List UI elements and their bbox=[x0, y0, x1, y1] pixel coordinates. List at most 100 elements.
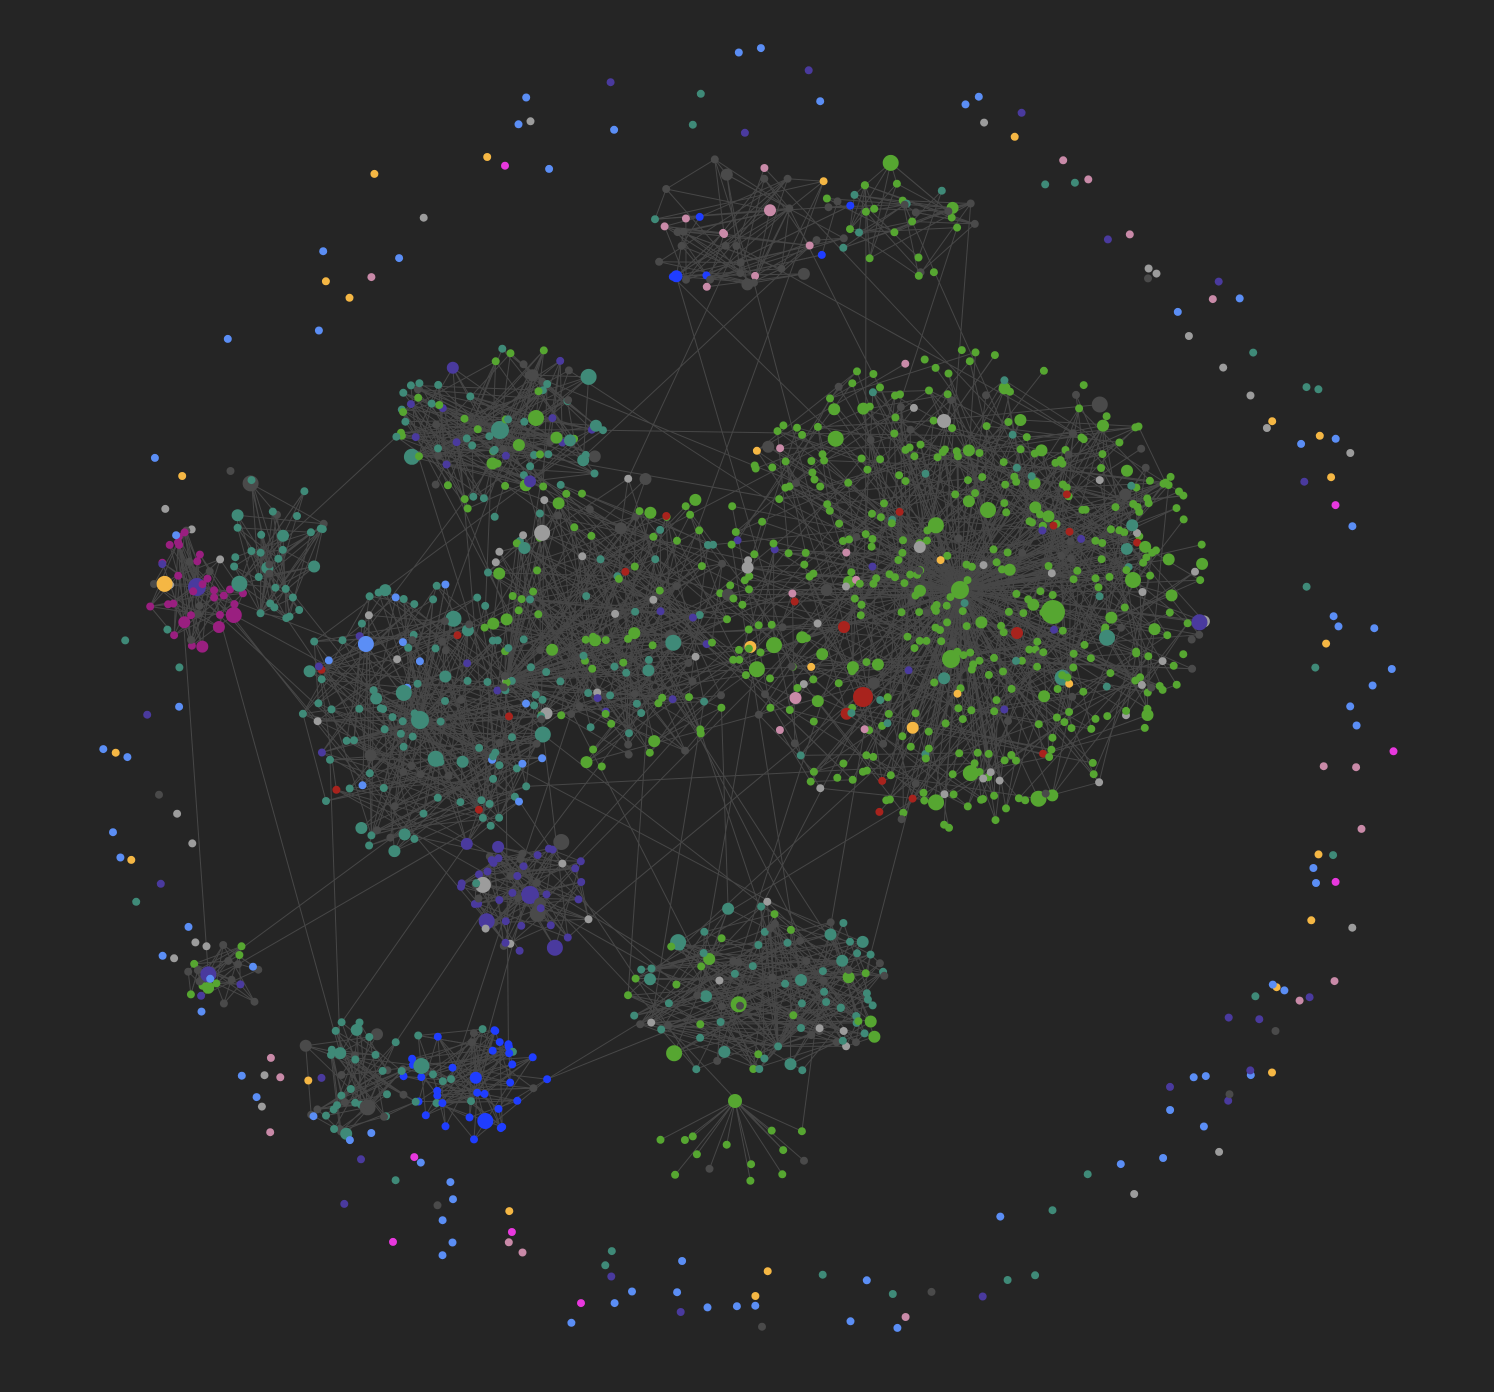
graph-node[interactable] bbox=[474, 805, 483, 814]
graph-node[interactable] bbox=[219, 591, 228, 600]
graph-node[interactable] bbox=[440, 617, 449, 626]
graph-node[interactable] bbox=[953, 223, 962, 232]
graph-node[interactable] bbox=[465, 1113, 474, 1122]
graph-node[interactable] bbox=[295, 606, 304, 614]
graph-node[interactable] bbox=[744, 644, 753, 653]
graph-node[interactable] bbox=[499, 683, 508, 692]
graph-node[interactable] bbox=[944, 207, 953, 216]
graph-node[interactable] bbox=[1295, 996, 1304, 1005]
graph-node[interactable] bbox=[728, 502, 737, 511]
graph-node[interactable] bbox=[175, 663, 184, 672]
graph-node[interactable] bbox=[469, 1029, 478, 1038]
graph-node[interactable] bbox=[1208, 295, 1217, 304]
graph-node[interactable] bbox=[495, 813, 504, 822]
graph-node[interactable] bbox=[611, 609, 620, 618]
graph-node[interactable] bbox=[403, 448, 420, 465]
graph-node[interactable] bbox=[689, 493, 702, 506]
graph-node[interactable] bbox=[790, 597, 799, 606]
graph-node[interactable] bbox=[1115, 526, 1124, 535]
graph-node[interactable] bbox=[309, 1112, 318, 1121]
graph-node[interactable] bbox=[915, 636, 924, 645]
graph-node[interactable] bbox=[1116, 1160, 1125, 1169]
graph-node[interactable] bbox=[340, 1098, 349, 1107]
graph-node[interactable] bbox=[501, 938, 510, 947]
graph-node[interactable] bbox=[728, 1094, 742, 1108]
graph-node[interactable] bbox=[746, 1176, 755, 1185]
graph-node[interactable] bbox=[442, 460, 451, 469]
graph-node[interactable] bbox=[421, 1111, 430, 1120]
graph-node[interactable] bbox=[991, 816, 1000, 825]
graph-node[interactable] bbox=[363, 1101, 372, 1110]
graph-node[interactable] bbox=[876, 513, 885, 522]
graph-node[interactable] bbox=[1346, 702, 1355, 711]
graph-node[interactable] bbox=[1159, 1154, 1168, 1162]
graph-node[interactable] bbox=[1309, 864, 1318, 872]
graph-node[interactable] bbox=[504, 644, 513, 653]
graph-node[interactable] bbox=[861, 969, 870, 978]
graph-node[interactable] bbox=[945, 823, 953, 832]
graph-node[interactable] bbox=[505, 712, 513, 721]
graph-node[interactable] bbox=[798, 1066, 807, 1075]
graph-node[interactable] bbox=[686, 510, 695, 519]
graph-node[interactable] bbox=[911, 208, 920, 217]
graph-node[interactable] bbox=[754, 941, 763, 949]
graph-node[interactable] bbox=[876, 455, 885, 464]
graph-node[interactable] bbox=[1139, 540, 1152, 553]
graph-node[interactable] bbox=[256, 548, 265, 557]
graph-node[interactable] bbox=[483, 867, 492, 876]
graph-node[interactable] bbox=[1069, 649, 1078, 658]
graph-node[interactable] bbox=[193, 610, 202, 618]
graph-node[interactable] bbox=[908, 794, 917, 803]
graph-node[interactable] bbox=[519, 862, 528, 871]
graph-node[interactable] bbox=[822, 194, 831, 203]
graph-node[interactable] bbox=[954, 704, 963, 713]
graph-node[interactable] bbox=[834, 382, 843, 391]
graph-node[interactable] bbox=[820, 584, 833, 597]
graph-node[interactable] bbox=[304, 1076, 313, 1085]
graph-node[interactable] bbox=[792, 479, 801, 488]
graph-node[interactable] bbox=[1169, 661, 1178, 670]
graph-node[interactable] bbox=[178, 472, 187, 480]
graph-node[interactable] bbox=[1000, 499, 1009, 508]
graph-node[interactable] bbox=[1067, 724, 1076, 733]
graph-node[interactable] bbox=[882, 796, 891, 805]
graph-node[interactable] bbox=[1184, 332, 1193, 340]
graph-node[interactable] bbox=[695, 526, 704, 535]
graph-node[interactable] bbox=[824, 928, 837, 941]
graph-node[interactable] bbox=[1003, 1276, 1012, 1284]
graph-node[interactable] bbox=[826, 918, 835, 927]
graph-node[interactable] bbox=[508, 592, 517, 600]
graph-node[interactable] bbox=[741, 561, 754, 574]
graph-node[interactable] bbox=[673, 1288, 682, 1297]
graph-node[interactable] bbox=[947, 213, 956, 222]
graph-node[interactable] bbox=[693, 991, 702, 1000]
graph-node[interactable] bbox=[896, 390, 904, 399]
graph-node[interactable] bbox=[397, 1067, 406, 1075]
graph-node[interactable] bbox=[673, 536, 681, 545]
graph-node[interactable] bbox=[866, 435, 875, 444]
graph-node[interactable] bbox=[155, 790, 163, 799]
graph-node[interactable] bbox=[944, 369, 953, 378]
graph-node[interactable] bbox=[1137, 680, 1146, 689]
graph-node[interactable] bbox=[564, 396, 573, 405]
graph-node[interactable] bbox=[1117, 623, 1125, 632]
graph-node[interactable] bbox=[597, 762, 606, 771]
graph-node[interactable] bbox=[839, 919, 848, 927]
graph-node[interactable] bbox=[642, 664, 655, 677]
graph-node[interactable] bbox=[606, 78, 615, 87]
graph-node[interactable] bbox=[804, 66, 813, 75]
graph-node[interactable] bbox=[630, 562, 639, 571]
graph-node[interactable] bbox=[827, 430, 844, 447]
graph-node[interactable] bbox=[747, 1160, 756, 1169]
graph-node[interactable] bbox=[800, 560, 809, 569]
graph-node[interactable] bbox=[809, 675, 818, 684]
graph-node[interactable] bbox=[178, 616, 191, 629]
graph-node[interactable] bbox=[484, 568, 492, 577]
graph-node[interactable] bbox=[982, 391, 990, 400]
graph-node[interactable] bbox=[855, 228, 863, 237]
graph-node[interactable] bbox=[195, 601, 204, 610]
graph-node[interactable] bbox=[109, 828, 117, 837]
graph-node[interactable] bbox=[971, 489, 980, 498]
graph-node[interactable] bbox=[127, 855, 136, 864]
graph-node[interactable] bbox=[740, 576, 749, 585]
